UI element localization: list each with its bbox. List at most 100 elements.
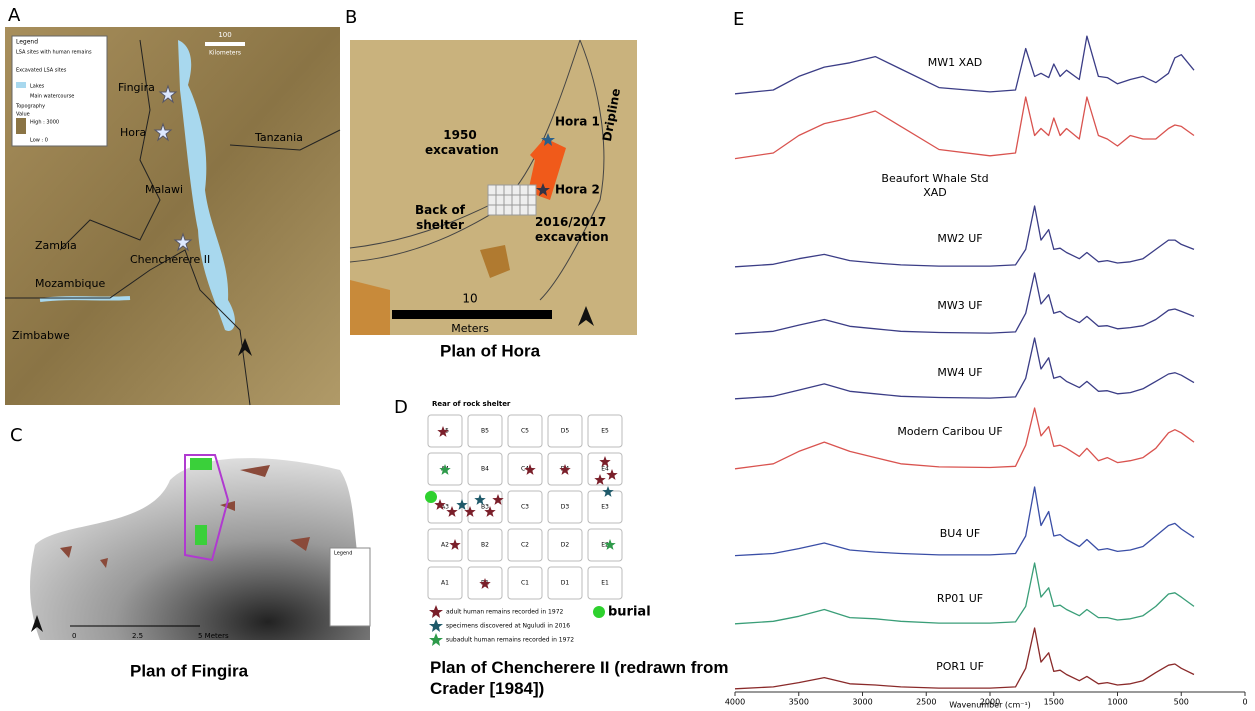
legend-text: Value <box>16 112 30 118</box>
x-axis-label: Wavenumber (cm⁻¹) <box>949 701 1031 710</box>
x-tick-label: 1500 <box>1044 698 1064 707</box>
grid-label: D2 <box>561 542 570 549</box>
legend-text: Excavated LSA sites <box>16 68 67 74</box>
grid-cell <box>547 566 583 600</box>
legend-box <box>329 547 371 627</box>
find-star <box>437 426 449 437</box>
find-star <box>602 486 614 497</box>
grid-cell <box>467 452 503 486</box>
grid-label: A3 <box>441 504 449 511</box>
spectrum <box>734 486 1195 557</box>
series-label: MW3 UF <box>937 299 983 312</box>
grid-label: D1 <box>561 580 570 587</box>
place-label: Malawi <box>145 183 183 196</box>
place-label: Zimbabwe <box>12 329 70 342</box>
grid-label: A1 <box>441 580 449 587</box>
burial-marker <box>425 491 437 503</box>
legend-text: Legend <box>16 39 38 46</box>
legend-star <box>429 633 443 646</box>
plan-label: Hora 2 <box>555 183 600 197</box>
scale-label: 10 <box>462 292 477 306</box>
legend-box <box>11 35 108 147</box>
caption: Plan of Hora <box>440 341 541 360</box>
legend-swatch <box>16 82 26 88</box>
x-tick-label: 4000 <box>725 698 745 707</box>
site-stars <box>153 84 193 252</box>
grid-label: D5 <box>561 428 570 435</box>
dem-map <box>30 458 370 640</box>
place-label: Zambia <box>35 239 77 252</box>
x-tick-label: 500 <box>1174 698 1189 707</box>
find-star <box>559 464 571 475</box>
grid-cell <box>467 414 503 448</box>
grid-label: E1 <box>601 580 609 587</box>
rock <box>350 280 390 335</box>
plan-label: 2016/2017 excavation <box>535 215 609 244</box>
place-label: Chencherere II <box>130 253 210 266</box>
spectrum <box>734 562 1195 625</box>
panel-letter: C <box>10 425 23 446</box>
legend-star <box>429 605 443 618</box>
grid-label: E5 <box>601 428 609 435</box>
grid-label: E4 <box>601 466 609 473</box>
legend-text: subadult human remains recorded in 1972 <box>446 637 574 644</box>
grid-cell <box>507 452 543 486</box>
find-star <box>604 539 616 550</box>
legend-title: Legend <box>334 551 352 557</box>
grid-label: D3 <box>561 504 570 511</box>
x-tick-label: 2000 <box>980 698 1000 707</box>
grid-cell <box>427 528 463 562</box>
grid-cell <box>547 490 583 524</box>
grid-lines <box>488 185 536 215</box>
grid-label: C3 <box>521 504 529 511</box>
legend-burial <box>593 606 605 618</box>
excavation-1950 <box>528 138 566 200</box>
grid-header: Rear of rock shelter <box>432 400 511 408</box>
find-star <box>524 464 536 475</box>
grid-cell <box>507 490 543 524</box>
grid-label: C5 <box>521 428 529 435</box>
grid-label: E3 <box>601 504 609 511</box>
find-star <box>456 499 468 510</box>
caption: Plan of Chencherere II (redrawn from Cra… <box>430 658 729 699</box>
grid-cell <box>547 414 583 448</box>
scale-label: Meters <box>451 322 489 335</box>
find-star <box>479 578 491 589</box>
scale-bar <box>392 310 552 319</box>
grid-cell <box>507 528 543 562</box>
legend-swatch <box>16 118 26 134</box>
find-star <box>599 456 611 467</box>
scale-label: Kilometers <box>209 50 241 57</box>
north-arrow <box>238 338 252 356</box>
grid-label: B3 <box>481 504 489 511</box>
grid-label: C2 <box>521 542 529 549</box>
scale-label: 0 <box>72 632 76 640</box>
lake <box>178 40 236 331</box>
spectrum <box>734 627 1195 690</box>
scale-label: 5 Meters <box>198 632 229 640</box>
find-star <box>464 506 476 517</box>
series-label: Beaufort Whale Std XAD <box>881 172 989 199</box>
place-label: Fingira <box>118 81 155 94</box>
site-star <box>541 133 555 146</box>
grid-cell <box>427 566 463 600</box>
legend-text: adult human remains recorded in 1972 <box>446 609 564 616</box>
place-label: Tanzania <box>254 131 303 144</box>
grid-label: B5 <box>481 428 489 435</box>
scale-bar <box>205 42 245 46</box>
grid-cell <box>507 414 543 448</box>
spectrum <box>734 35 1195 95</box>
place-label: Hora <box>120 126 146 139</box>
legend-text: specimens discovered at Nguludi in 2016 <box>446 623 570 630</box>
series-label: Modern Caribou UF <box>897 425 1003 438</box>
x-tick-label: 1000 <box>1107 698 1127 707</box>
find-star <box>594 474 606 485</box>
legend-text: LSA sites with human remains <box>16 50 92 56</box>
grid-label: E2 <box>601 542 609 549</box>
grid-cell <box>587 528 623 562</box>
series-label: MW1 XAD <box>927 56 983 69</box>
site-star <box>536 183 550 196</box>
caption: Plan of Fingira <box>130 661 249 680</box>
